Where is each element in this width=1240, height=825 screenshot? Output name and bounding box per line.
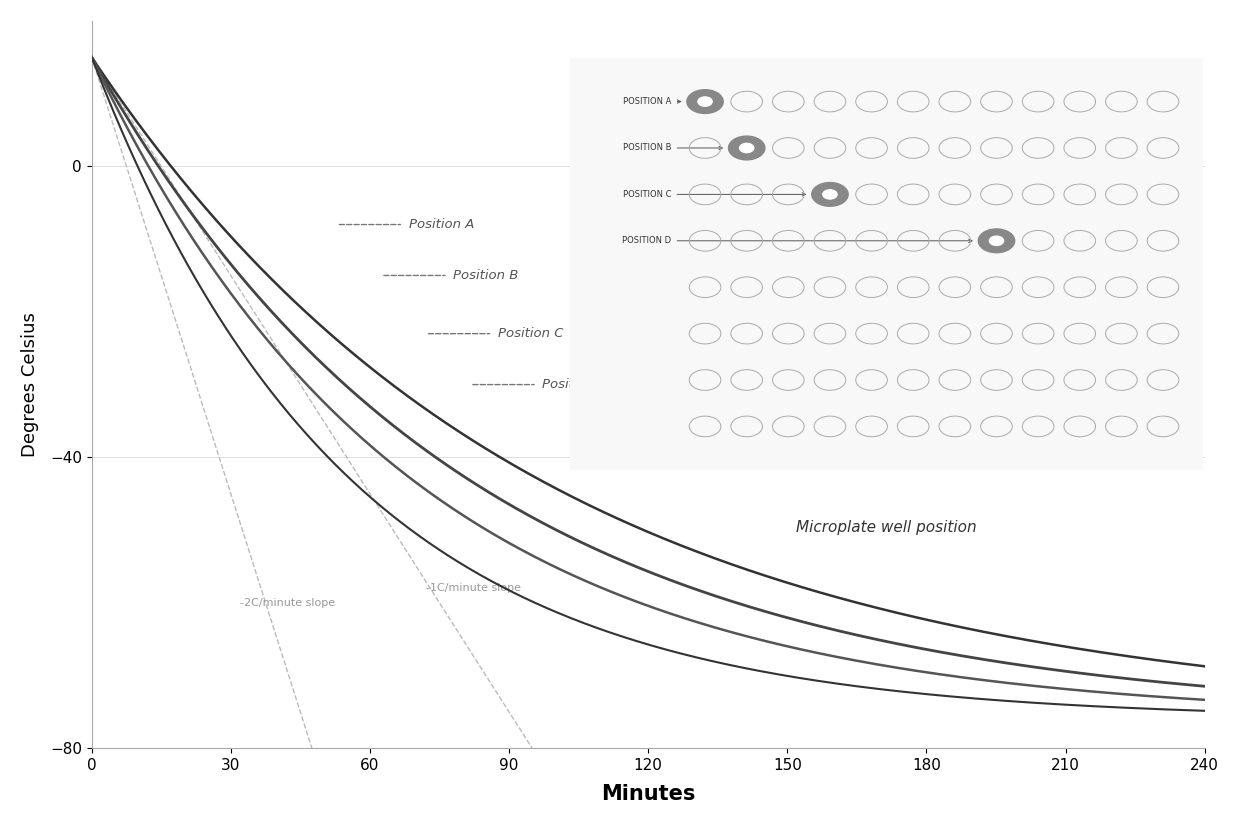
- Circle shape: [823, 190, 837, 199]
- Circle shape: [978, 229, 1014, 252]
- X-axis label: Minutes: Minutes: [601, 785, 696, 804]
- Circle shape: [728, 136, 765, 160]
- Text: Position C: Position C: [498, 328, 563, 340]
- Circle shape: [698, 97, 712, 106]
- Circle shape: [739, 144, 754, 153]
- Circle shape: [990, 236, 1003, 246]
- Text: Position A: Position A: [409, 218, 474, 231]
- Text: Position B: Position B: [454, 269, 518, 282]
- Text: POSITION B: POSITION B: [622, 144, 722, 153]
- Text: Position D: Position D: [542, 378, 609, 391]
- Text: -2C/minute slope: -2C/minute slope: [241, 598, 335, 608]
- Text: POSITION A: POSITION A: [624, 97, 681, 106]
- Circle shape: [687, 90, 723, 114]
- Text: -1C/minute slope: -1C/minute slope: [425, 583, 521, 593]
- Y-axis label: Degrees Celsius: Degrees Celsius: [21, 312, 38, 457]
- Text: POSITION D: POSITION D: [622, 236, 972, 245]
- Circle shape: [812, 182, 848, 206]
- FancyBboxPatch shape: [567, 56, 1207, 472]
- Text: Microplate well position: Microplate well position: [796, 520, 977, 535]
- Text: POSITION C: POSITION C: [622, 190, 806, 199]
